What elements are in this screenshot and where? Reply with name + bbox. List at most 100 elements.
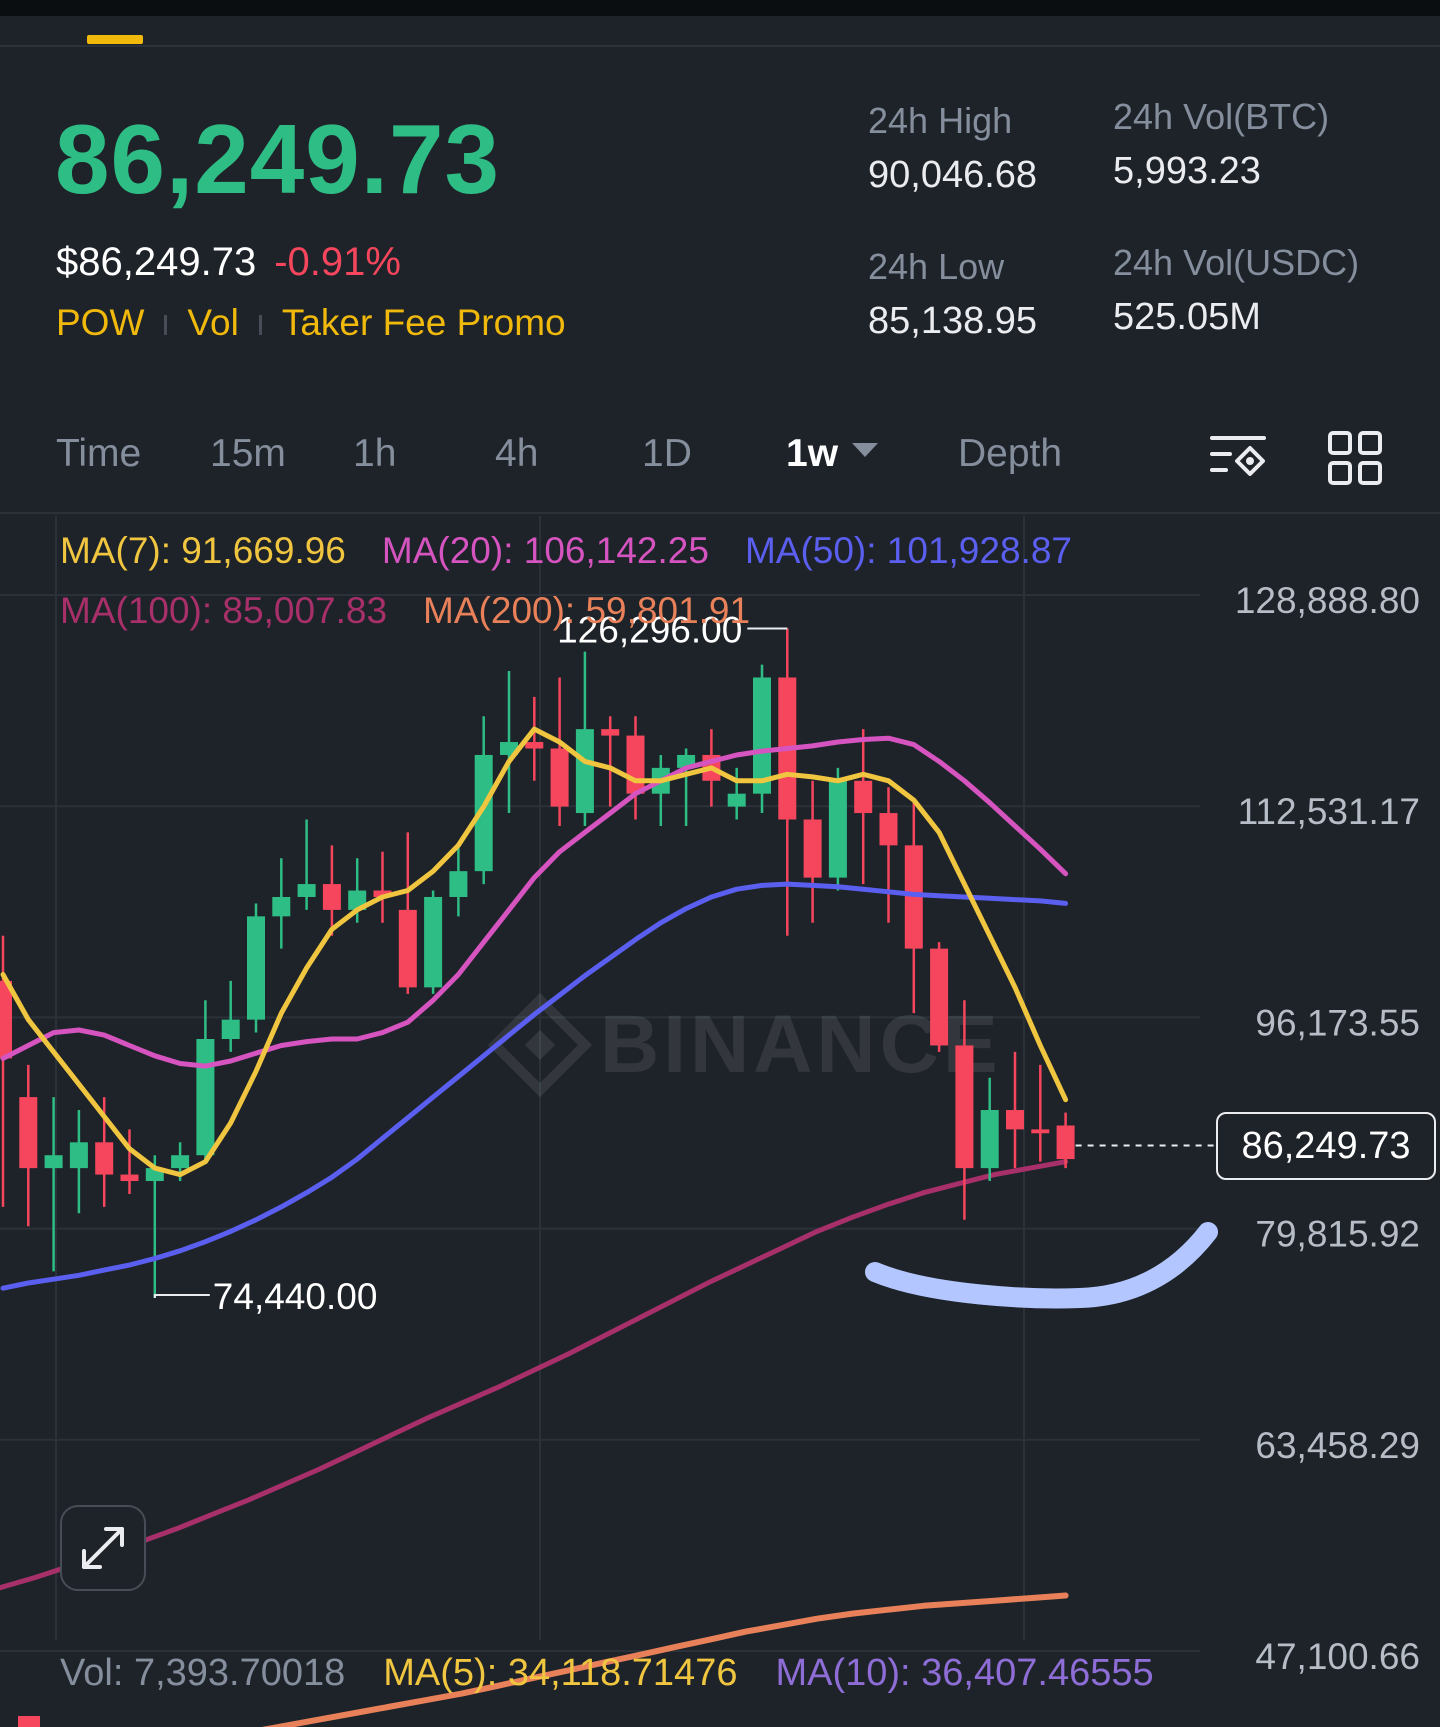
tab-1w[interactable]: 1w: [786, 432, 879, 476]
candle: [1056, 1112, 1075, 1169]
candle: [1006, 1051, 1024, 1169]
tab-1h[interactable]: 1h: [353, 432, 397, 475]
candle-body: [727, 793, 746, 807]
max-price-label: 126,296.00: [557, 609, 742, 650]
candle-body: [297, 884, 316, 897]
tag-separator: [164, 315, 168, 336]
tab-depth[interactable]: Depth: [958, 432, 1063, 475]
y-tick-label: 63,458.29: [1255, 1425, 1420, 1466]
ma-legend-row-2: MA(100): 85,007.83 MA(200): 59,801.91: [60, 590, 786, 632]
ma200-legend: MA(200): 59,801.91: [423, 590, 751, 631]
candle-body: [272, 896, 291, 917]
header-divider: [0, 45, 1440, 47]
candle: [575, 651, 594, 826]
candle: [980, 1077, 999, 1182]
ma200-line: [261, 1592, 1069, 1727]
stat-value: 525.05M: [1113, 296, 1261, 338]
candle: [272, 858, 291, 949]
candle: [550, 677, 569, 826]
candle-body: [171, 1155, 190, 1169]
ma7-legend: MA(7): 91,669.96: [60, 530, 346, 571]
status-strip: [0, 0, 1440, 16]
usd-price-row: $86,249.73 -0.91%: [56, 240, 401, 285]
candle: [1031, 1064, 1050, 1162]
candle-body: [424, 896, 443, 988]
candle: [297, 819, 316, 910]
candle: [500, 671, 518, 814]
expand-button[interactable]: [60, 1505, 146, 1591]
candle-body: [1031, 1129, 1050, 1134]
tab-4h[interactable]: 4h: [495, 432, 539, 475]
tab-15m[interactable]: 15m: [210, 432, 286, 475]
binance-logo-icon: [487, 992, 593, 1098]
candle-body: [525, 742, 544, 749]
price-change-percent: -0.91%: [274, 240, 401, 284]
ma-legend-row-1: MA(7): 91,669.96 MA(20): 106,142.25 MA(50)…: [60, 530, 1108, 572]
candle-body: [398, 909, 417, 988]
candle-body: [955, 1045, 974, 1169]
y-tick-label: 128,888.80: [1235, 580, 1420, 621]
tag-vol[interactable]: Vol: [187, 302, 239, 343]
candle: [828, 767, 847, 891]
candle: [221, 980, 240, 1052]
candle-body: [474, 754, 493, 872]
stat-24h-low: 24h Low 85,138.95: [868, 246, 1037, 343]
tag-separator: [258, 315, 262, 336]
candle: [145, 1155, 164, 1299]
stat-24h-high: 24h High 90,046.68: [868, 100, 1037, 197]
ma-long-lines: [0, 1159, 1069, 1727]
candle: [247, 903, 265, 1033]
stat-value: 85,138.95: [868, 300, 1038, 342]
volume-ma5: MA(5): 34,118.71476: [383, 1652, 738, 1694]
stat-label: 24h Vol(BTC): [1113, 96, 1330, 137]
candle-body: [879, 813, 898, 846]
tag-taker-fee-promo[interactable]: Taker Fee Promo: [281, 302, 566, 343]
tab-1d[interactable]: 1D: [642, 432, 692, 475]
candle: [626, 716, 645, 820]
candle: [449, 845, 468, 917]
logo-center: [525, 1030, 555, 1060]
candle-body: [904, 845, 923, 949]
tag-pow[interactable]: POW: [56, 302, 145, 343]
candle: [803, 780, 822, 923]
active-tab-indicator: [87, 35, 143, 44]
candle-body: [95, 1142, 114, 1175]
stat-label: 24h Low: [868, 246, 1005, 287]
candle-body: [575, 729, 594, 814]
stat-label: 24h Vol(USDC): [1113, 242, 1360, 283]
y-tick-label: 96,173.55: [1255, 1002, 1420, 1043]
ma50-line: [0, 881, 1069, 1291]
candle: [196, 1000, 215, 1162]
chart-settings-icon[interactable]: [1208, 428, 1268, 488]
y-tick-label: 112,531.17: [1238, 791, 1420, 832]
candle: [955, 1000, 974, 1220]
candle: [69, 1110, 88, 1214]
candle-body: [44, 1155, 63, 1169]
tag-row: POW Vol Taker Fee Promo: [56, 302, 566, 344]
candle-body: [69, 1142, 88, 1169]
candle: [651, 754, 670, 826]
candle-body: [247, 916, 265, 1020]
watermark: BINANCE: [487, 992, 998, 1098]
stat-24h-vol-quote: 24h Vol(USDC) 525.05M: [1113, 242, 1359, 339]
candle-body: [373, 890, 392, 897]
tab-1w-label: 1w: [786, 432, 839, 475]
chart-grid: [0, 516, 1200, 1652]
candle: [930, 942, 949, 1052]
candle: [322, 845, 341, 936]
tab-time[interactable]: Time: [56, 432, 142, 475]
grid-icon[interactable]: [1325, 428, 1385, 488]
candle: [904, 800, 923, 1014]
candle: [120, 1129, 139, 1194]
volume-value: Vol: 7,393.70018: [60, 1652, 346, 1694]
chevron-down-icon: [852, 442, 879, 457]
candle: [398, 832, 417, 994]
min-price-label: 74,440.00: [213, 1276, 378, 1317]
candle-body: [626, 735, 645, 794]
y-tick-label: 47,100.66: [1255, 1636, 1420, 1677]
candle-body: [980, 1110, 999, 1169]
candle-body: [196, 1039, 215, 1156]
candle: [854, 729, 873, 885]
candle: [373, 851, 392, 923]
